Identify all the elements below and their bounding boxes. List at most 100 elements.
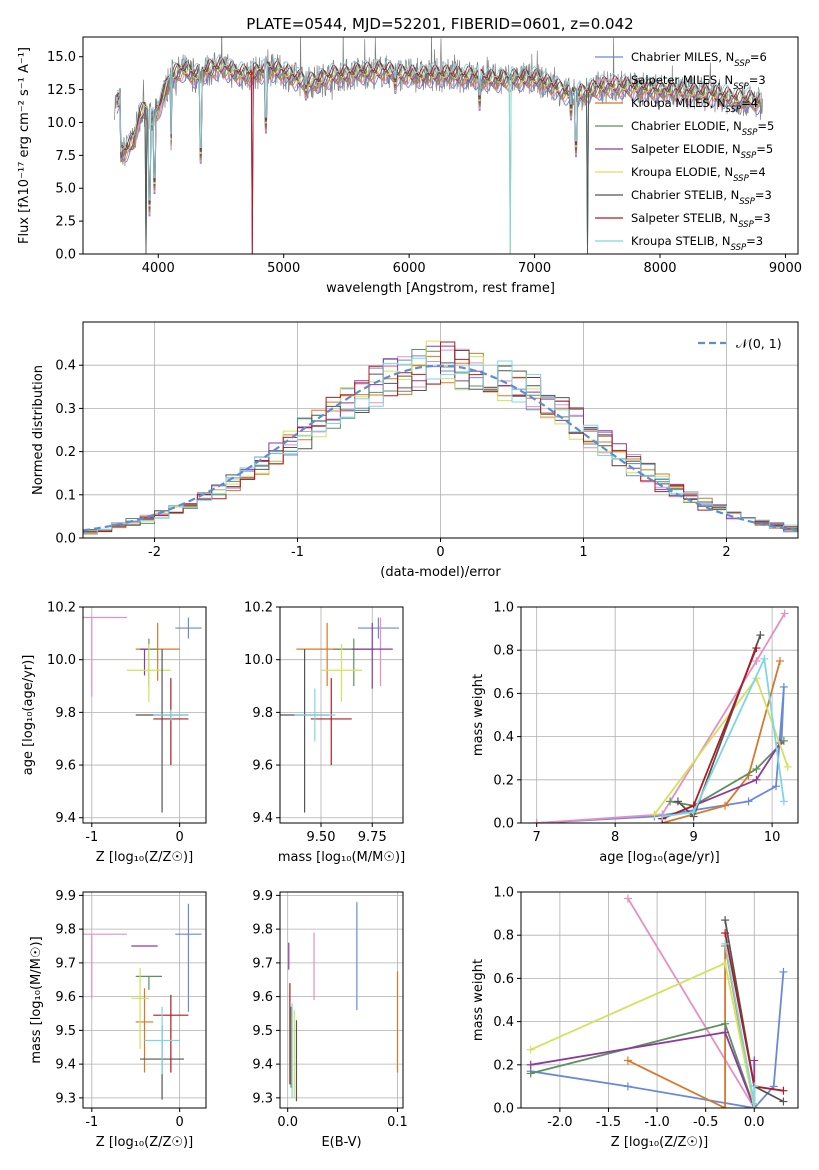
y-tick-label: 0.6: [493, 687, 514, 702]
x-tick-label: -1: [291, 545, 304, 560]
y-axis-label: age [log₁₀(age/yr)]: [21, 655, 36, 776]
axes-frame: [82, 321, 799, 539]
errorbar-point: [153, 678, 189, 766]
legend-entry: Kroupa STELIB, NSSP=3: [631, 234, 763, 253]
legend-entry: Chabrier ELODIE, NSSP=5: [631, 119, 774, 138]
errorbar-point: [175, 903, 202, 1012]
weight-line: [677, 634, 762, 819]
legend-entry: Kroupa ELODIE, NSSP=4: [631, 165, 766, 184]
errorbar-point: [351, 622, 393, 689]
x-tick-label: 0: [436, 545, 444, 560]
weight-marker: [721, 1028, 730, 1037]
panel-age_vs_mass: 9.50 9.75 9.4 9.6 9.8 10.0 10.2 mass [log₁₀(M/M…: [244, 601, 405, 866]
weight-marker: [752, 657, 761, 665]
errorbar-point: [135, 622, 180, 681]
y-tick-label: 10.2: [244, 601, 273, 616]
y-tick-label: 10.0: [47, 116, 76, 131]
normal-curve: [83, 364, 798, 532]
weight-line: [536, 686, 785, 823]
y-axis-label: Flux [fλ10⁻¹⁷ erg cm⁻² s⁻¹ A⁻¹]: [17, 47, 32, 244]
weight-marker: [526, 1045, 535, 1054]
x-axis-label: Z [log₁₀(Z/Z☉)]: [611, 1135, 708, 1150]
weight-marker: [750, 1082, 759, 1091]
x-tick-label: 8: [611, 830, 619, 845]
y-tick-label: 7.5: [55, 149, 76, 164]
y-tick-label: 0.2: [493, 773, 514, 788]
y-tick-label: 0.1: [55, 488, 76, 503]
x-tick-label: 7: [533, 830, 541, 845]
y-tick-label: 10.0: [47, 653, 76, 668]
y-tick-label: 9.7: [55, 956, 76, 971]
model-line: [116, 58, 761, 254]
weight-marker: [721, 939, 730, 948]
x-tick-label: -0.5: [693, 1115, 718, 1130]
y-tick-label: 5.0: [55, 182, 76, 197]
model-line: [116, 66, 761, 254]
x-tick-label: 10: [764, 830, 781, 845]
y-tick-label: 9.4: [55, 811, 76, 826]
y-tick-label: 0.4: [493, 730, 514, 745]
y-tick-label: 9.9: [252, 889, 273, 904]
figure-title: PLATE=0544, MJD=52201, FIBERID=0601, z=0…: [246, 15, 633, 33]
errorbar-point: [144, 1006, 180, 1075]
y-tick-label: 10.0: [244, 653, 273, 668]
weight-marker: [752, 644, 761, 653]
weight-marker: [775, 657, 784, 665]
y-tick-label: 0.0: [493, 1102, 514, 1117]
histogram-step: [83, 357, 798, 538]
axes-frame: [279, 891, 404, 1109]
model-line: [116, 54, 761, 254]
y-tick-label: 1.0: [493, 601, 514, 616]
y-tick-label: 9.5: [55, 1024, 76, 1039]
panel-mass_weight_vs_age: 7 8 9 10 0.0 0.2 0.4 0.6 0.8 1.0 age [log₁₀(age/yr…: [471, 601, 799, 865]
weight-marker: [752, 775, 761, 784]
y-tick-label: 0.3: [55, 402, 76, 417]
model-line: [116, 64, 761, 254]
weight-line: [536, 613, 786, 823]
legend-entry: Salpeter ELODIE, NSSP=5: [631, 142, 773, 161]
weight-marker: [772, 782, 781, 791]
x-axis-label: mass [log₁₀(M/M☉)]: [278, 850, 405, 865]
errorbar-point: [126, 643, 171, 702]
x-axis-label: age [log₁₀(age/yr)]: [599, 850, 720, 865]
x-tick-label: -1.5: [596, 1115, 621, 1130]
y-tick-label: 10.2: [47, 601, 76, 616]
errorbar-point: [333, 638, 375, 687]
weight-marker: [623, 1082, 632, 1091]
legend-entry: Chabrier MILES, NSSP=6: [631, 50, 767, 69]
x-tick-label: -1: [85, 1115, 98, 1130]
weight-marker: [623, 1056, 632, 1065]
errorbar-point: [294, 688, 336, 742]
weight-marker: [721, 916, 730, 925]
y-tick-label: 9.8: [55, 706, 76, 721]
y-tick-label: 0.0: [55, 532, 76, 547]
y-tick-label: 9.9: [55, 889, 76, 904]
y-tick-label: 0.2: [55, 445, 76, 460]
weight-marker: [756, 631, 765, 640]
y-tick-label: 9.8: [252, 706, 273, 721]
axes-frame: [82, 36, 799, 255]
errorbar-point: [131, 967, 149, 1049]
weight-marker: [721, 1104, 730, 1108]
x-tick-label: -1: [85, 830, 98, 845]
errorbar-point: [175, 617, 202, 639]
y-tick-label: 9.3: [252, 1091, 273, 1106]
plot-area: [532, 609, 792, 823]
errorbar-point: [83, 616, 127, 697]
weight-marker: [780, 609, 789, 618]
x-tick-label: 5000: [267, 261, 300, 276]
weight-marker: [760, 654, 769, 663]
weight-marker: [673, 797, 682, 806]
weight-marker: [721, 929, 730, 938]
x-tick-label: 4000: [142, 261, 175, 276]
x-axis-label: Z [log₁₀(Z/Z☉)]: [96, 850, 193, 865]
x-tick-label: -2.0: [547, 1115, 572, 1130]
y-tick-label: 0.6: [493, 972, 514, 987]
panel-residuals: -2 -1 0 1 2 0.0 0.1 0.2 0.3 0.4 (data-model)/error…: [31, 321, 799, 580]
x-tick-label: 2: [722, 545, 730, 560]
weight-line: [530, 1022, 756, 1108]
axes-frame: [520, 606, 799, 824]
panel-age_vs_Z: -1 0 9.4 9.6 9.8 10.0 10.2 Z [log₁₀(Z/Z☉)] age […: [21, 601, 207, 865]
